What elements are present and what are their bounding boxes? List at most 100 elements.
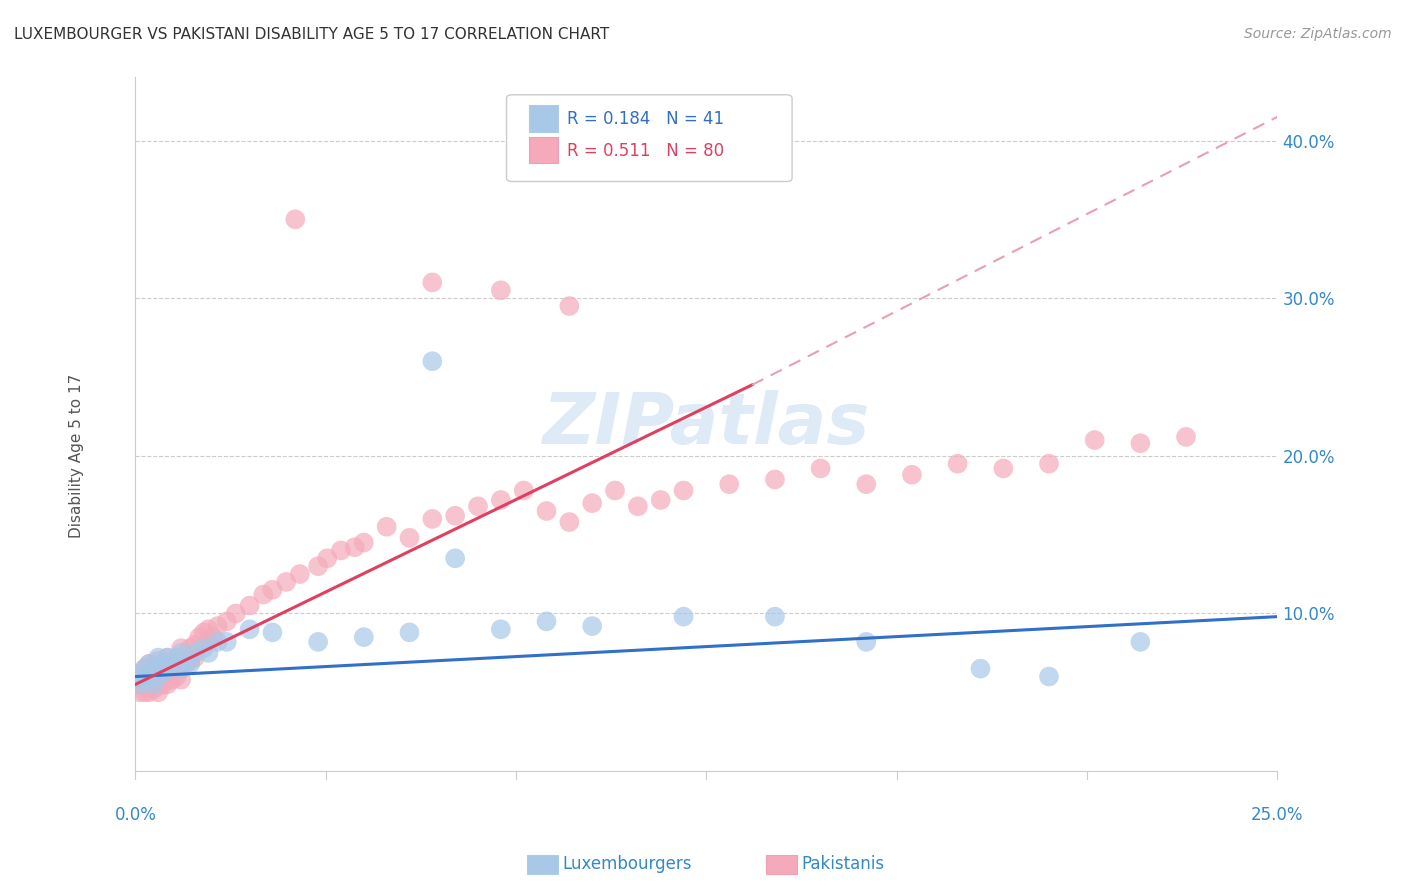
Point: [489, 622, 512, 636]
Bar: [530, 105, 558, 131]
Text: Luxembourgers: Luxembourgers: [562, 855, 692, 873]
Point: [193, 625, 215, 640]
Point: [148, 685, 170, 699]
Point: [215, 615, 238, 629]
Point: [512, 483, 534, 498]
Point: [207, 619, 229, 633]
Text: Pakistanis: Pakistanis: [801, 855, 884, 873]
Point: [855, 477, 877, 491]
Point: [156, 677, 179, 691]
Point: [343, 541, 366, 555]
Point: [330, 543, 353, 558]
Point: [142, 682, 165, 697]
Point: [288, 567, 311, 582]
Point: [763, 473, 786, 487]
Point: [193, 641, 215, 656]
Point: [129, 669, 152, 683]
Point: [152, 657, 174, 671]
Point: [129, 666, 152, 681]
Point: [179, 654, 201, 668]
Point: [160, 657, 183, 671]
Point: [627, 500, 650, 514]
Point: [536, 615, 558, 629]
Point: [1175, 430, 1198, 444]
Point: [129, 677, 152, 691]
Point: [284, 212, 307, 227]
Point: [718, 477, 741, 491]
Point: [148, 650, 170, 665]
Text: LUXEMBOURGER VS PAKISTANI DISABILITY AGE 5 TO 17 CORRELATION CHART: LUXEMBOURGER VS PAKISTANI DISABILITY AGE…: [14, 27, 609, 42]
Point: [160, 654, 183, 668]
Point: [129, 677, 152, 691]
Point: [148, 677, 170, 691]
Point: [138, 685, 160, 699]
Point: [166, 650, 188, 665]
Point: [184, 638, 207, 652]
Point: [134, 685, 156, 699]
Point: [148, 654, 170, 668]
Text: 0.0%: 0.0%: [114, 805, 156, 824]
Point: [166, 669, 188, 683]
FancyBboxPatch shape: [506, 95, 792, 181]
Point: [489, 492, 512, 507]
Point: [148, 662, 170, 676]
Point: [946, 457, 969, 471]
Point: [1038, 669, 1060, 683]
Point: [129, 685, 152, 699]
Point: [353, 535, 375, 549]
Point: [197, 635, 219, 649]
Point: [398, 625, 420, 640]
Point: [855, 635, 877, 649]
Point: [375, 520, 398, 534]
Point: [1084, 433, 1107, 447]
Point: [444, 551, 467, 566]
Point: [170, 662, 193, 676]
Point: [138, 677, 160, 691]
Text: Disability Age 5 to 17: Disability Age 5 to 17: [69, 374, 83, 538]
Point: [239, 622, 262, 636]
Text: R = 0.184   N = 41: R = 0.184 N = 41: [567, 110, 724, 128]
Point: [398, 531, 420, 545]
Point: [1129, 436, 1152, 450]
Point: [239, 599, 262, 613]
Point: [152, 677, 174, 691]
Point: [197, 622, 219, 636]
Point: [184, 646, 207, 660]
Point: [170, 662, 193, 676]
Point: [215, 635, 238, 649]
Point: [142, 662, 165, 676]
Point: [160, 673, 183, 687]
Point: [142, 677, 165, 691]
Point: [262, 625, 284, 640]
Point: [134, 673, 156, 687]
Point: [581, 496, 603, 510]
Point: [166, 657, 188, 671]
Point: [142, 669, 165, 683]
Point: [969, 662, 991, 676]
Point: [156, 662, 179, 676]
Point: [148, 669, 170, 683]
Point: [353, 630, 375, 644]
Point: [142, 662, 165, 676]
Point: [810, 461, 832, 475]
Point: [170, 646, 193, 660]
Point: [179, 641, 201, 656]
Point: [225, 607, 247, 621]
Point: [1038, 457, 1060, 471]
Point: [184, 650, 207, 665]
Point: [536, 504, 558, 518]
Point: [467, 500, 489, 514]
Point: [993, 461, 1015, 475]
Point: [170, 641, 193, 656]
Point: [262, 582, 284, 597]
Point: [156, 650, 179, 665]
Point: [170, 654, 193, 668]
Point: [138, 657, 160, 671]
Point: [174, 654, 197, 668]
Point: [138, 666, 160, 681]
Point: [420, 354, 443, 368]
Point: [174, 657, 197, 671]
Point: [316, 551, 339, 566]
Point: [420, 512, 443, 526]
Point: [650, 492, 672, 507]
